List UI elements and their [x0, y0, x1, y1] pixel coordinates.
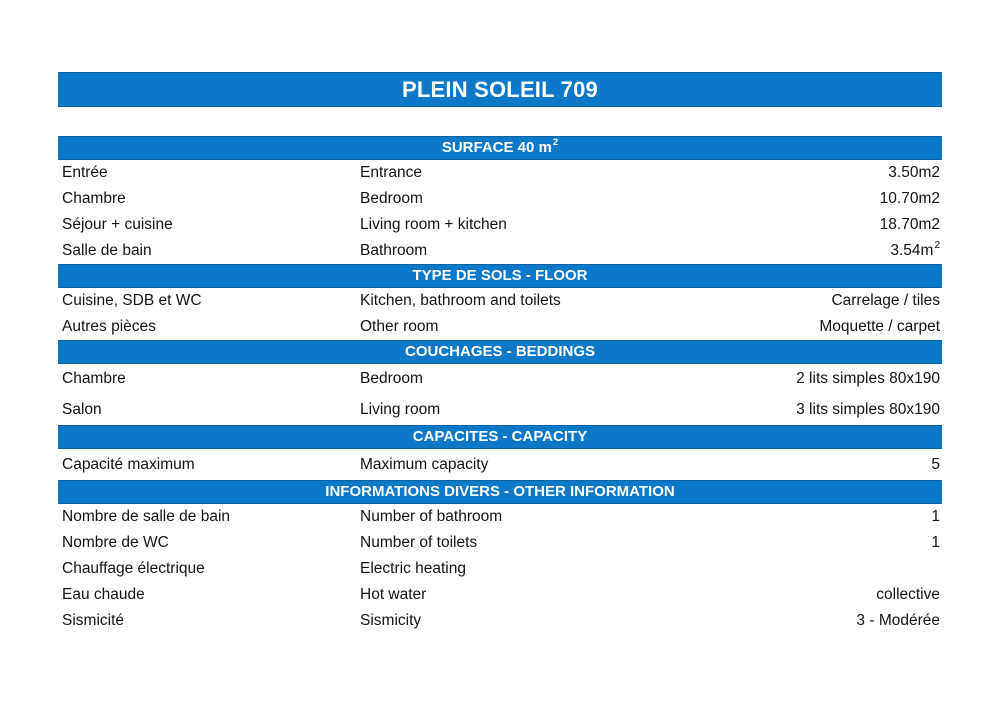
cell-label-en: Bedroom [360, 370, 423, 387]
cell-value-text: Moquette / carpet [819, 318, 940, 335]
cell-label-fr: Autres pièces [62, 318, 156, 335]
property-sheet: PLEIN SOLEIL 709 SURFACE 40 m2 Entrée En… [58, 0, 942, 634]
cell-value: 2 lits simples 80x190 [796, 364, 942, 395]
cell-label-en: Entrance [360, 164, 423, 181]
section-header-beddings: COUCHAGES - BEDDINGS [58, 340, 942, 364]
section-header-capacity: CAPACITES - CAPACITY [58, 425, 942, 449]
superscript: 2 [552, 137, 559, 148]
cell-value: Carrelage / tiles [831, 288, 942, 314]
cell-label-en: Sismicity [360, 612, 422, 629]
cell-value: 18.70m2 [880, 212, 942, 238]
cell-label-en: Bedroom [360, 190, 423, 207]
section-header-label: TYPE DE SOLS - FLOOR [412, 267, 588, 284]
cell-label-fr: Salon [62, 400, 102, 418]
cell-label-fr: Chauffage électrique [62, 560, 205, 577]
cell-value-text: 3 lits simples 80x190 [796, 400, 940, 418]
cell-value: collective [876, 582, 942, 608]
cell-value: 5 [931, 449, 942, 480]
table-row: Séjour + cuisine Living room + kitchen 1… [58, 212, 942, 238]
cell-label-en: Electric heating [360, 560, 466, 577]
cell-label-en: Other room [360, 318, 439, 335]
cell-label-fr: Entrée [62, 164, 108, 181]
cell-label-fr: Séjour + cuisine [62, 216, 173, 233]
cell-value-text: collective [876, 586, 940, 603]
cell-value: 10.70m2 [880, 186, 942, 212]
table-row: Sismicité Sismicity 3 - Modérée [58, 608, 942, 634]
cell-value [940, 556, 942, 582]
cell-value: 3 lits simples 80x190 [796, 395, 942, 426]
title-bar: PLEIN SOLEIL 709 [58, 72, 942, 107]
table-row: Cuisine, SDB et WC Kitchen, bathroom and… [58, 288, 942, 314]
section-header-label: SURFACE 40 m [441, 139, 552, 156]
cell-label-fr: Nombre de salle de bain [62, 508, 231, 525]
cell-value-text: Carrelage / tiles [831, 292, 940, 309]
cell-value-text: 1 [931, 534, 940, 551]
cell-label-fr: Salle de bain [62, 242, 152, 259]
table-row: Nombre de salle de bain Number of bathro… [58, 504, 942, 530]
cell-value-text: 5 [931, 456, 940, 473]
cell-label-fr: Cuisine, SDB et WC [62, 292, 202, 309]
section-header-label: CAPACITES - CAPACITY [412, 428, 588, 445]
page-title: PLEIN SOLEIL 709 [402, 77, 598, 102]
section-header-surface: SURFACE 40 m2 [58, 136, 942, 160]
cell-label-en: Maximum capacity [360, 456, 489, 473]
table-row: Nombre de WC Number of toilets 1 [58, 530, 942, 556]
cell-value-text: 3.50m2 [888, 164, 940, 181]
table-row: Eau chaude Hot water collective [58, 582, 942, 608]
cell-value-text: 10.70m2 [879, 190, 940, 207]
table-row: Autres pièces Other room Moquette / carp… [58, 314, 942, 340]
table-row: Entrée Entrance 3.50m2 [58, 160, 942, 186]
cell-value: 3.54m2 [890, 238, 942, 264]
cell-label-en: Hot water [360, 586, 427, 603]
cell-label-en: Bathroom [360, 242, 428, 259]
section-header-floor: TYPE DE SOLS - FLOOR [58, 264, 942, 288]
cell-label-fr: Capacité maximum [62, 456, 195, 473]
cell-value: 3 - Modérée [856, 608, 942, 634]
table-row: Salle de bain Bathroom 3.54m2 [58, 238, 942, 264]
cell-label-en: Number of bathroom [360, 508, 503, 525]
table-row: Capacité maximum Maximum capacity 5 [58, 449, 942, 480]
cell-value: Moquette / carpet [819, 314, 942, 340]
cell-value: 1 [931, 504, 942, 530]
cell-label-en: Living room + kitchen [360, 216, 507, 233]
cell-label-en: Number of toilets [360, 534, 478, 551]
cell-value-text: 2 lits simples 80x190 [796, 370, 940, 387]
table-row: Chambre Bedroom 10.70m2 [58, 186, 942, 212]
superscript: 2 [934, 239, 940, 251]
section-header-label: INFORMATIONS DIVERS - OTHER INFORMATION [325, 483, 675, 500]
cell-label-fr: Sismicité [62, 612, 125, 629]
cell-label-fr: Eau chaude [62, 586, 145, 603]
cell-label-en: Living room [360, 400, 441, 418]
cell-label-fr: Chambre [62, 190, 126, 207]
table-row: Salon Living room 3 lits simples 80x190 [58, 395, 942, 426]
cell-value-text: 18.70m2 [879, 216, 940, 233]
section-header-label: COUCHAGES - BEDDINGS [404, 343, 595, 360]
section-header-other-information: INFORMATIONS DIVERS - OTHER INFORMATION [58, 480, 942, 504]
cell-value-text: 3.54m [890, 242, 934, 259]
table-row: Chauffage électrique Electric heating [58, 556, 942, 582]
cell-value: 1 [931, 530, 942, 556]
table-row: Chambre Bedroom 2 lits simples 80x190 [58, 364, 942, 395]
cell-label-fr: Chambre [62, 370, 126, 387]
cell-value-text: 3 - Modérée [856, 612, 940, 629]
cell-value: 3.50m2 [888, 160, 942, 186]
cell-label-en: Kitchen, bathroom and toilets [360, 292, 561, 309]
cell-label-fr: Nombre de WC [62, 534, 169, 551]
cell-value-text: 1 [931, 508, 940, 525]
